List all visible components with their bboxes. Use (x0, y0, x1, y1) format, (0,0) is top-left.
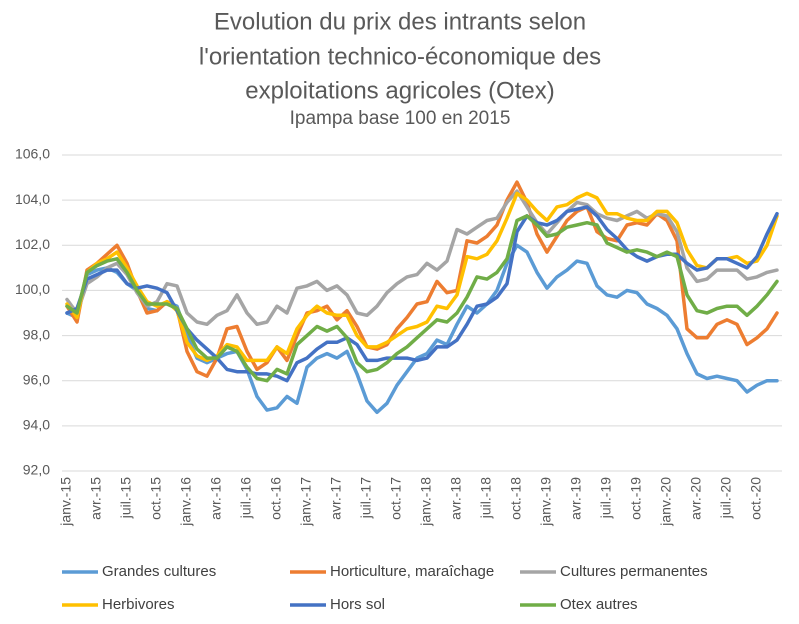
series-line (65, 180, 779, 378)
chart-title-line: Evolution du prix des intrants selon (214, 8, 586, 35)
legend-label: Horticulture, maraîchage (330, 563, 494, 580)
x-tick-label: avr.-20 (688, 477, 704, 520)
x-tick-label: oct.-16 (268, 477, 284, 520)
x-tick-label: juil.-17 (358, 477, 374, 519)
x-tick-label: avr.-19 (568, 477, 584, 520)
y-tick-label: 104,0 (15, 191, 50, 207)
x-tick-label: avr.-15 (88, 477, 104, 520)
x-tick-label: avr.-16 (208, 477, 224, 520)
chart-subtitle: Ipampa base 100 en 2015 (290, 108, 511, 129)
series-line (65, 191, 779, 363)
x-tick-label: oct.-17 (388, 477, 404, 520)
y-tick-label: 94,0 (23, 417, 50, 433)
series-line (65, 189, 779, 327)
x-tick-label: juil.-16 (238, 477, 254, 519)
series-line (65, 214, 779, 383)
x-tick-label: oct.-18 (508, 477, 524, 520)
x-tick-label: janv.-16 (178, 477, 194, 527)
x-tick-label: oct.-19 (628, 477, 644, 520)
x-tick-label: oct.-20 (748, 477, 764, 520)
legend-label: Hors sol (330, 596, 385, 613)
y-tick-label: 102,0 (15, 236, 50, 252)
series-line (65, 243, 779, 415)
y-tick-label: 106,0 (15, 146, 50, 162)
legend-label: Otex autres (560, 596, 638, 613)
x-tick-label: janv.-17 (298, 477, 314, 527)
x-tick-label: janv.-20 (658, 477, 674, 527)
x-tick-label: oct.-15 (148, 477, 164, 520)
legend-label: Herbivores (102, 596, 175, 613)
y-tick-label: 98,0 (23, 326, 50, 342)
chart-title-line: exploitations agricoles (Otex) (245, 77, 554, 104)
legend-label: Grandes cultures (102, 563, 216, 580)
y-tick-label: 92,0 (23, 462, 50, 478)
legend-label: Cultures permanentes (560, 563, 708, 580)
x-tick-label: avr.-18 (448, 477, 464, 520)
x-tick-label: juil.-19 (598, 477, 614, 519)
x-tick-label: janv.-15 (58, 477, 74, 527)
chart-title-line: l'orientation technico-économique des (199, 43, 601, 70)
y-tick-label: 96,0 (23, 371, 50, 387)
x-tick-label: janv.-18 (418, 477, 434, 527)
x-tick-label: avr.-17 (328, 477, 344, 520)
x-tick-label: juil.-18 (478, 477, 494, 519)
x-tick-label: juil.-20 (718, 477, 734, 519)
x-tick-label: juil.-15 (118, 477, 134, 519)
x-tick-label: janv.-19 (538, 477, 554, 527)
y-tick-label: 100,0 (15, 281, 50, 297)
